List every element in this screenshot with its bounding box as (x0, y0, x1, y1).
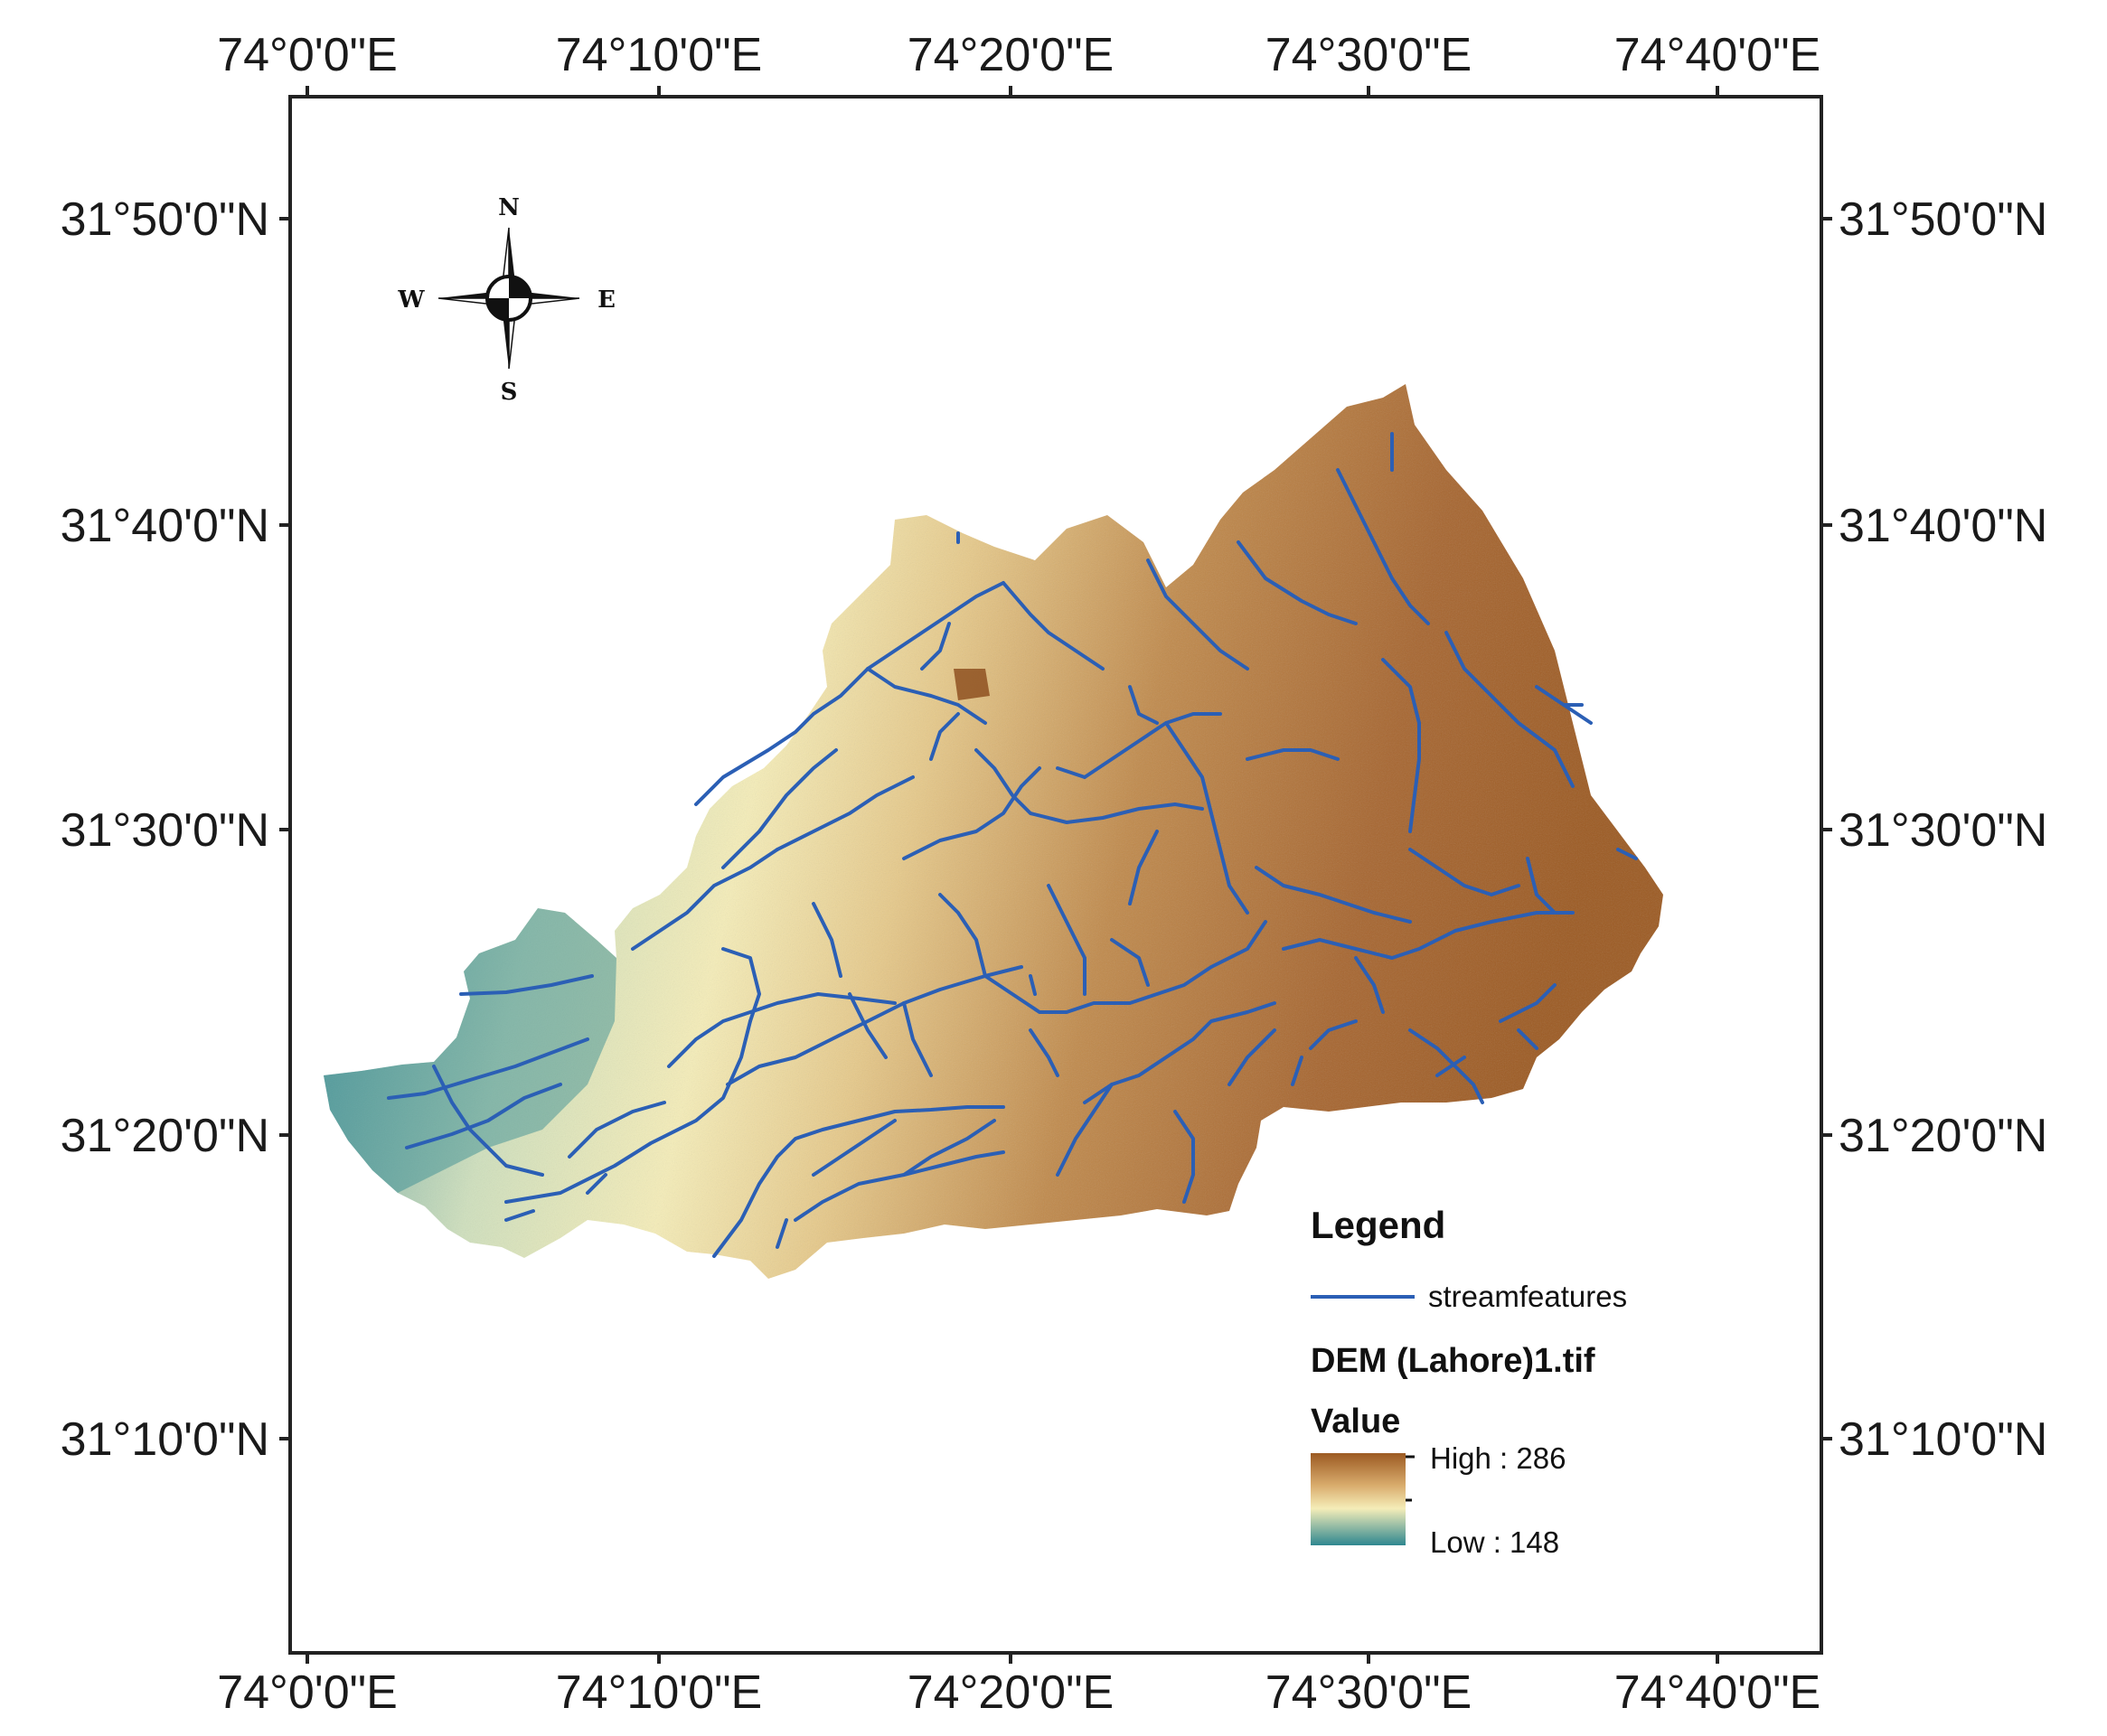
legend-stream-label: streamfeatures (1428, 1280, 1627, 1313)
lat-label-right-2: 31°30'0"N (1839, 804, 2047, 857)
lat-label-left-0: 31°50'0"N (61, 193, 269, 246)
lon-label-bottom-2: 74°20'0"E (908, 1666, 1114, 1719)
lat-label-left-2: 31°30'0"N (61, 804, 269, 857)
legend-value-label: Value (1311, 1403, 1400, 1440)
compass-n-label: N (498, 194, 520, 221)
compass-rose: N S E W (397, 194, 616, 406)
lon-label-top-1: 74°10'0"E (556, 29, 762, 81)
legend-title: Legend (1311, 1204, 1445, 1246)
compass-e-label: E (597, 286, 616, 314)
lon-label-top-3: 74°30'0"E (1265, 29, 1472, 81)
lon-label-bottom-4: 74°40'0"E (1614, 1666, 1820, 1719)
lon-label-top-2: 74°20'0"E (908, 29, 1114, 81)
legend-high-label: High : 286 (1430, 1441, 1566, 1475)
lat-label-left-3: 31°20'0"N (61, 1110, 269, 1162)
legend-elevation-ramp (1311, 1453, 1406, 1545)
lat-label-right-3: 31°20'0"N (1839, 1110, 2047, 1162)
legend: Legend streamfeatures DEM (Lahore)1.tif … (1311, 1204, 1627, 1559)
tick-marks (279, 86, 1832, 1664)
map-frame (288, 95, 1823, 1655)
lat-label-right-4: 31°10'0"N (1839, 1413, 2047, 1466)
lon-label-bottom-3: 74°30'0"E (1265, 1666, 1472, 1719)
lat-label-left-1: 31°40'0"N (61, 500, 269, 552)
compass-w-label: W (397, 286, 425, 314)
lon-label-top-4: 74°40'0"E (1614, 29, 1820, 81)
lat-label-left-4: 31°10'0"N (61, 1413, 269, 1466)
stream-network (387, 432, 1638, 1258)
lon-label-top-0: 74°0'0"E (217, 29, 398, 81)
legend-low-label: Low : 148 (1430, 1525, 1559, 1559)
dem-region (324, 384, 1663, 1279)
lon-label-bottom-0: 74°0'0"E (217, 1666, 398, 1719)
lat-label-right-0: 31°50'0"N (1839, 193, 2047, 246)
lon-label-bottom-1: 74°10'0"E (556, 1666, 762, 1719)
lat-label-right-1: 31°40'0"N (1839, 500, 2047, 552)
legend-raster-name: DEM (Lahore)1.tif (1311, 1342, 1595, 1380)
compass-s-label: S (501, 379, 518, 406)
